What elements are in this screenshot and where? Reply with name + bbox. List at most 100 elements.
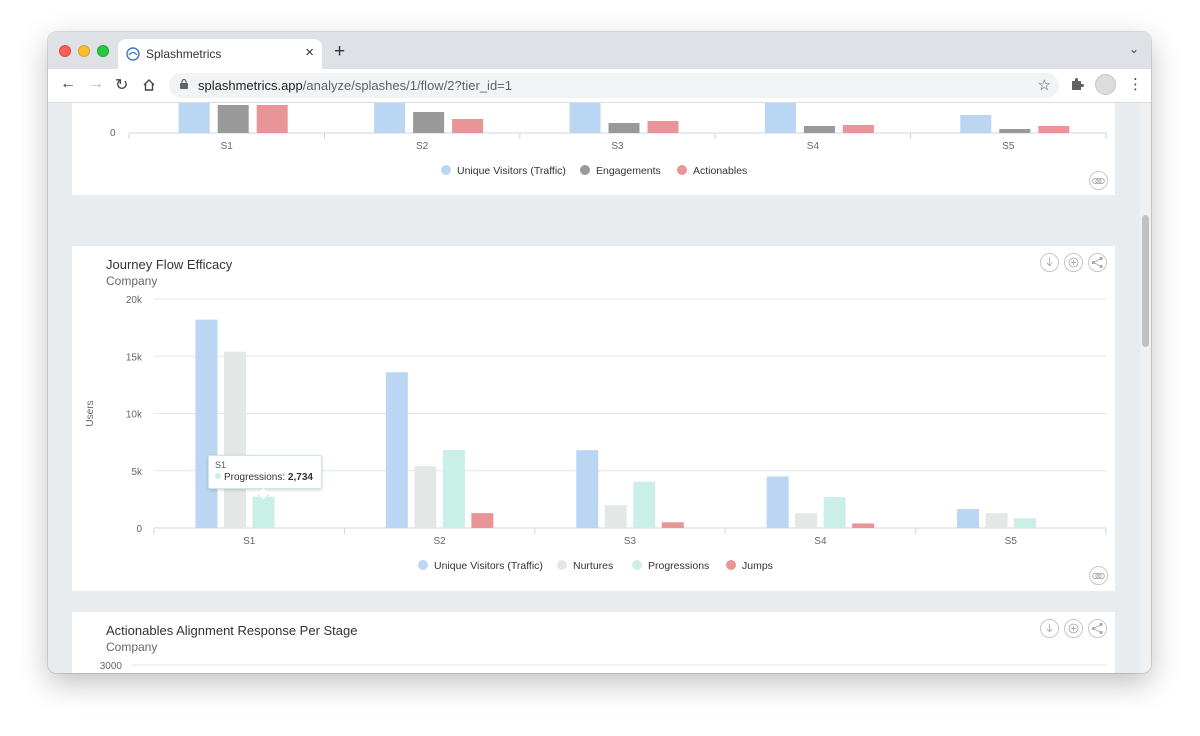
- engagement-chart: S1 S2 S3 S4 S5: [128, 103, 1107, 152]
- bar-jumps-s4[interactable]: [852, 523, 875, 528]
- bar-engagements-s1[interactable]: [217, 105, 249, 133]
- bar-unique-visitors-traffic--s4[interactable]: [766, 476, 789, 528]
- alignment-chart-card: Actionables Alignment Response Per Stage…: [72, 612, 1115, 673]
- download-icon[interactable]: [1040, 253, 1059, 272]
- legend-item-unique-visitors[interactable]: Unique Visitors (Traffic): [418, 560, 543, 572]
- download-icon[interactable]: [1040, 619, 1059, 638]
- tooltip-value: 2,734: [287, 472, 313, 483]
- card-title: Actionables Alignment Response Per Stage: [106, 623, 358, 638]
- bar-unique-visitors-traffic--s5[interactable]: [960, 115, 992, 133]
- browser-tab[interactable]: Splashmetrics ×: [118, 39, 322, 69]
- x-tick-label: S5: [1005, 536, 1018, 547]
- bar-engagements-s4[interactable]: [803, 126, 835, 133]
- add-icon[interactable]: [1064, 253, 1083, 272]
- bar-unique-visitors-traffic--s2[interactable]: [385, 372, 408, 528]
- bar-progressions-s4[interactable]: [823, 497, 846, 528]
- legend-dot: [557, 560, 567, 570]
- x-tick-label: S3: [611, 141, 624, 152]
- bar-progressions-s3[interactable]: [633, 481, 656, 528]
- maximize-window-button[interactable]: [97, 45, 109, 57]
- legend-dot: [418, 560, 428, 570]
- share-icon[interactable]: [1088, 619, 1107, 638]
- card-subtitle: Company: [106, 274, 158, 288]
- tooltip-category: S1: [215, 460, 227, 470]
- legend-item-progressions[interactable]: Progressions: [632, 560, 709, 572]
- bar-nurtures-s1[interactable]: [223, 351, 246, 528]
- bar-progressions-s1[interactable]: [252, 496, 275, 528]
- home-icon[interactable]: [142, 78, 156, 92]
- scrollbar-thumb[interactable]: [1142, 215, 1149, 347]
- close-window-button[interactable]: [59, 45, 71, 57]
- back-arrow-icon[interactable]: ←: [60, 75, 76, 92]
- tab-search-chevron-icon[interactable]: ⌄: [1128, 42, 1139, 56]
- menu-kebab-icon[interactable]: ⋮: [1128, 76, 1143, 93]
- bar-nurtures-s5[interactable]: [985, 513, 1008, 528]
- legend-dot: [632, 560, 642, 570]
- card-subtitle: Company: [106, 640, 158, 654]
- bar-progressions-s2[interactable]: [442, 450, 465, 528]
- legend-item-nurtures[interactable]: Nurtures: [557, 560, 613, 572]
- legend-item-actionables[interactable]: Actionables: [677, 165, 747, 177]
- legend-dot: [677, 165, 687, 175]
- bar-nurtures-s4[interactable]: [795, 513, 818, 528]
- bar-engagements-s3[interactable]: [608, 123, 640, 133]
- url-host: splashmetrics.app: [198, 78, 303, 93]
- bar-actionables-s2[interactable]: [452, 119, 484, 133]
- profile-avatar[interactable]: [1095, 74, 1116, 95]
- bar-engagements-s2[interactable]: [413, 112, 445, 133]
- bar-engagements-s5[interactable]: [999, 129, 1031, 133]
- share-icon[interactable]: [1088, 253, 1107, 272]
- bar-unique-visitors-traffic--s3[interactable]: [576, 450, 599, 528]
- reload-icon[interactable]: ↻: [115, 77, 129, 94]
- legend-item-unique-visitors[interactable]: Unique Visitors (Traffic): [441, 165, 566, 177]
- y-tick-label: 15k: [126, 352, 143, 363]
- url-text: splashmetrics.app/analyze/splashes/1/flo…: [198, 78, 512, 93]
- chart-type-icon[interactable]: [1089, 566, 1108, 585]
- legend-dot: [441, 165, 451, 175]
- bar-jumps-s3[interactable]: [661, 522, 684, 528]
- chart-type-icon[interactable]: [1089, 171, 1108, 190]
- extensions-puzzle-icon[interactable]: [1070, 77, 1084, 91]
- address-bar[interactable]: splashmetrics.app/analyze/splashes/1/flo…: [169, 73, 1059, 98]
- bar-unique-visitors-traffic--s1[interactable]: [195, 319, 218, 528]
- x-tick-label: S2: [433, 536, 446, 547]
- minimize-window-button[interactable]: [78, 45, 90, 57]
- bar-unique-visitors-traffic--s5[interactable]: [957, 509, 980, 528]
- legend-item-jumps[interactable]: Jumps: [726, 560, 773, 572]
- chart-tooltip: S1 Progressions: 2,734: [208, 455, 322, 489]
- tooltip-row: Progressions: 2,734: [215, 472, 313, 483]
- bar-jumps-s2[interactable]: [471, 513, 494, 528]
- bar-unique-visitors-traffic--s1[interactable]: [178, 103, 210, 133]
- bar-actionables-s1[interactable]: [256, 105, 288, 133]
- y-tick-label: 0: [136, 524, 142, 535]
- legend-item-engagements[interactable]: Engagements: [580, 165, 661, 177]
- bar-unique-visitors-traffic--s2[interactable]: [374, 103, 406, 133]
- bar-unique-visitors-traffic--s3[interactable]: [569, 103, 601, 133]
- legend-dot: [580, 165, 590, 175]
- bar-actionables-s5[interactable]: [1038, 126, 1070, 133]
- legend-label: Jumps: [742, 560, 773, 572]
- bar-unique-visitors-traffic--s4[interactable]: [764, 103, 796, 133]
- x-tick-label: S1: [243, 536, 256, 547]
- bar-nurtures-s2[interactable]: [414, 466, 437, 528]
- bar-nurtures-s3[interactable]: [604, 505, 627, 528]
- bar-actionables-s4[interactable]: [842, 125, 874, 133]
- bar-actionables-s3[interactable]: [647, 121, 679, 133]
- bookmark-star-icon[interactable]: ☆: [1037, 77, 1051, 94]
- page-viewport: S1 S2 S3 S4 S5 0 Unique Visitors (Traffic) E…: [48, 103, 1140, 673]
- x-tick-label: S5: [1002, 141, 1015, 152]
- engagement-chart-card: S1 S2 S3 S4 S5 0 Unique Visitors (Traffic) E…: [72, 103, 1115, 195]
- alignment-chart: 3000 2500: [100, 661, 1106, 672]
- bar-progressions-s5[interactable]: [1014, 518, 1037, 528]
- lock-icon: [180, 79, 188, 89]
- y-tick-label: 20k: [126, 295, 143, 306]
- add-icon[interactable]: [1064, 619, 1083, 638]
- legend-label: Unique Visitors (Traffic): [434, 560, 543, 572]
- close-tab-icon[interactable]: ×: [305, 44, 314, 61]
- forward-arrow-icon[interactable]: →: [88, 75, 104, 92]
- y-tick-label: 10k: [126, 410, 143, 421]
- page-scrollbar[interactable]: [1140, 103, 1151, 673]
- journey-flow-chart: 0 5k 10k 15k 20k Users S1 S2 S3 S4 S5: [85, 295, 1107, 547]
- legend-label: Progressions: [648, 560, 710, 572]
- new-tab-icon[interactable]: +: [334, 41, 346, 62]
